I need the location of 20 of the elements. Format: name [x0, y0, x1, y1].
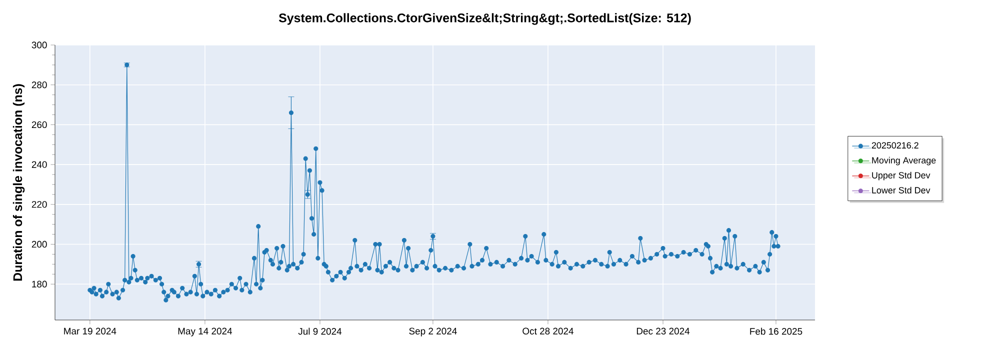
y-tick-label: 300 [32, 42, 47, 48]
y-tick-label: 200 [32, 240, 47, 248]
x-tick-label: Oct 28 2024 [522, 328, 574, 334]
x-tick-label: May 14 2024 [178, 328, 232, 336]
legend-label: Upper Std Dev [872, 172, 930, 180]
y-tick-label: 280 [32, 82, 47, 88]
y-tick-label: 260 [32, 121, 47, 128]
x-tick-label: Dec 23 2024 [636, 328, 690, 334]
legend-label: 20250216.2 [872, 142, 918, 149]
x-tick-label: Sep 2 2024 [409, 328, 457, 336]
y-tick-label: 220 [32, 201, 47, 208]
legend-label: Moving Average [872, 156, 936, 166]
x-tick-label: Jul 9 2024 [298, 328, 342, 335]
x-tick-label: Feb 16 2025 [750, 328, 802, 335]
y-axis-title: Duration of single invocation (ns) [12, 84, 25, 281]
y-tick-label: 180 [32, 280, 47, 288]
legend-label: Lower Std Dev [872, 186, 930, 194]
y-tick-label: 240 [32, 161, 47, 168]
chart-title: System.Collections.CtorGivenSize&lt;String&gt;.SortedList(Size: 512) [278, 13, 691, 25]
x-tick-label: Mar 19 2024 [64, 328, 116, 334]
